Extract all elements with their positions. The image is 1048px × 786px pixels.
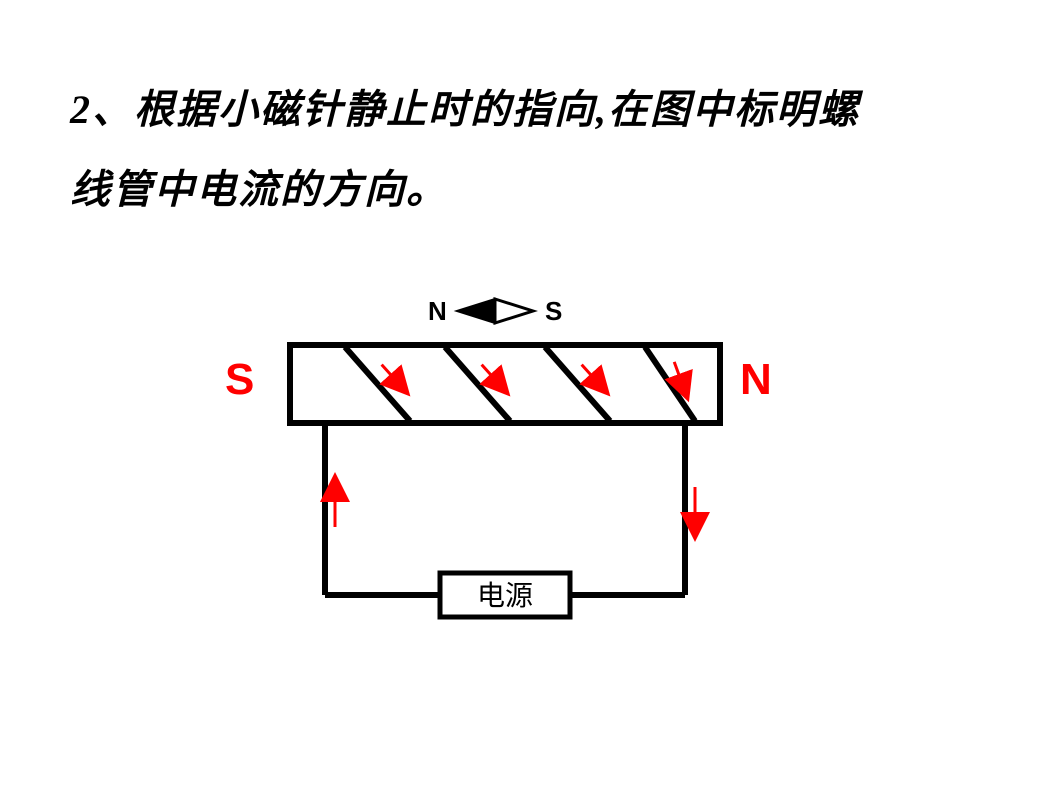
- compass-s-label: S: [545, 296, 562, 326]
- page: 2、根据小磁针静止时的指向,在图中标明螺线管中电流的方向。 N S: [0, 0, 1048, 786]
- compass-left-half: [457, 299, 495, 323]
- circuit-wires: [325, 423, 685, 595]
- solenoid-diagram: N S: [195, 275, 815, 695]
- wire-current-arrows: [335, 487, 695, 527]
- diagram-svg: N S: [195, 275, 815, 695]
- compass-n-label: N: [428, 296, 447, 326]
- power-source-label: 电源: [477, 580, 533, 612]
- question-text: 2、根据小磁针静止时的指向,在图中标明螺线管中电流的方向。: [70, 70, 890, 230]
- left-pole-label: S: [225, 355, 254, 405]
- compass-right-half: [495, 299, 533, 323]
- compass-needle: N S: [428, 296, 562, 326]
- right-pole-label: N: [740, 355, 772, 405]
